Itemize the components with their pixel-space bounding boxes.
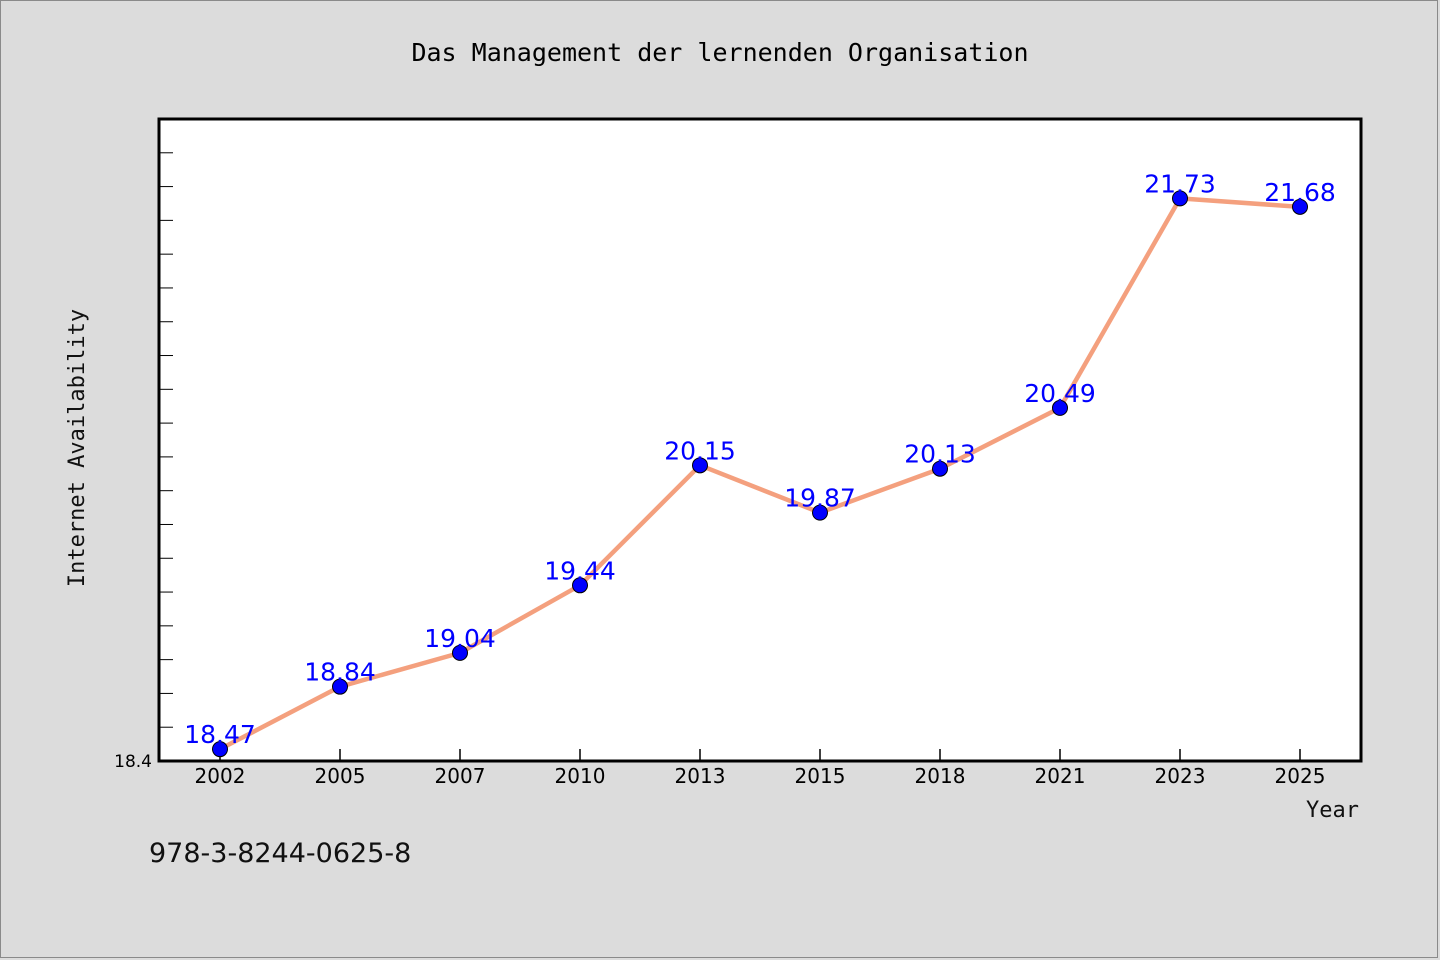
series-line [218,196,1301,752]
isbn-text: 978-3-8244-0625-8 [149,838,411,869]
x-tick-label: 2018 [915,764,966,788]
x-tick-label: 2025 [1275,764,1326,788]
data-label: 19.87 [784,484,856,513]
x-tick-label: 2002 [195,764,246,788]
data-label: 21.68 [1264,178,1336,207]
data-labels: 18.47 18.84 19.04 19.44 20.15 19.87 20.13 20.49… [184,169,1336,749]
x-tick-label: 2010 [555,764,606,788]
x-tick-label: 2005 [315,764,366,788]
data-point [212,741,228,758]
data-label: 18.84 [304,658,376,687]
data-label: 19.44 [544,556,616,585]
x-tick-label: 2023 [1155,764,1206,788]
data-point [572,577,588,594]
data-point [692,457,708,474]
data-label: 20.49 [1024,379,1096,408]
data-label: 20.13 [904,440,976,469]
data-label: 21.73 [1144,169,1216,198]
y-tick-label: 18.4 [114,752,152,772]
data-label: 19.04 [424,624,496,653]
y-axis-ticks [159,152,173,728]
data-point [452,644,468,661]
x-tick-label: 2007 [435,764,486,788]
data-point [1292,198,1308,215]
data-point [1172,190,1188,207]
chart-title: Das Management der lernenden Organisatio… [411,38,1028,67]
x-tick-label: 2013 [675,764,726,788]
data-label: 20.15 [664,436,736,465]
x-tick-label: 2015 [795,764,846,788]
data-point [1052,399,1068,416]
data-label: 18.47 [184,720,256,749]
data-point [812,504,828,521]
data-point [332,678,348,695]
y-axis-label: Internet Availability [65,309,90,587]
plot-area [157,117,1363,763]
x-axis-label: Year [1306,798,1359,823]
x-tick-label: 2021 [1035,764,1086,788]
series-markers [212,190,1308,758]
x-axis-ticks: 2002 2005 2007 2010 2013 2015 2018 2021 2023 2025 [195,749,1326,788]
data-point [932,460,948,477]
